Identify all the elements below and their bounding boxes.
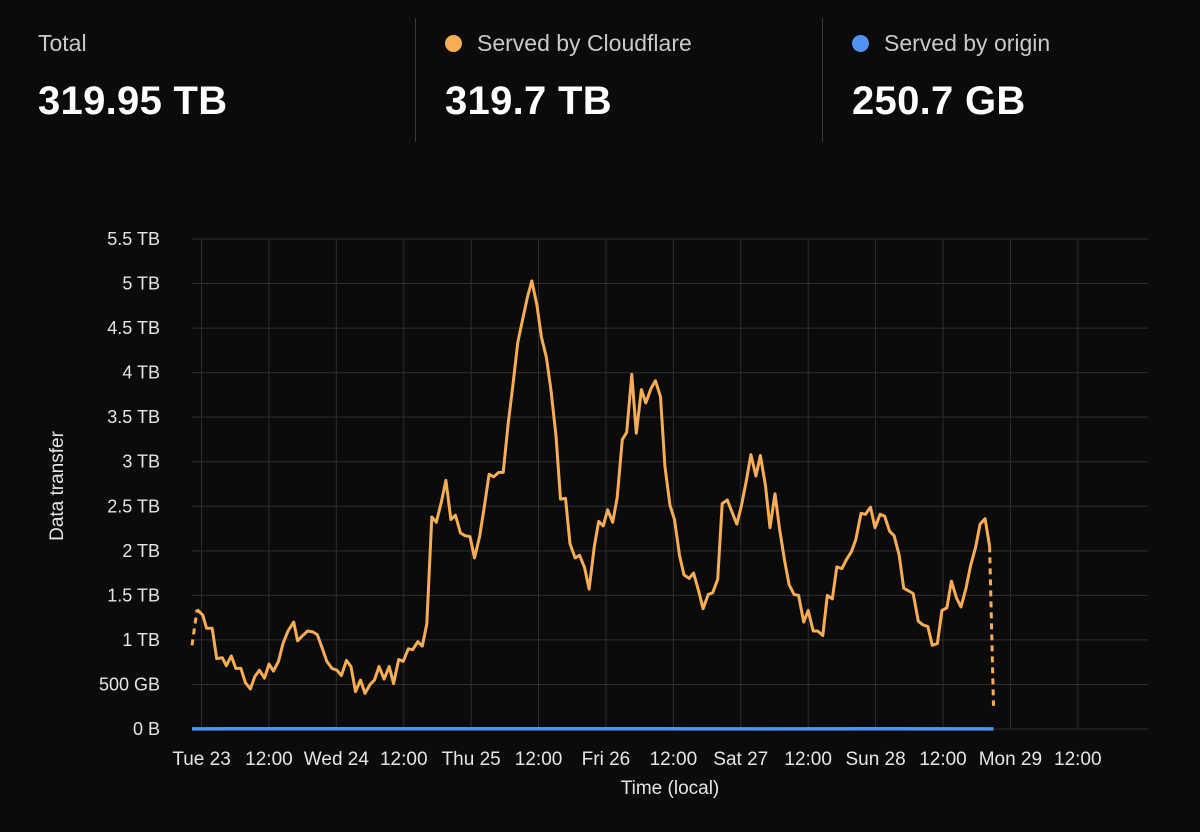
stat-origin-label: Served by origin <box>884 30 1051 56</box>
chart-series <box>190 279 995 731</box>
x-tick-label: 12:00 <box>380 749 428 770</box>
x-tick-label: 12:00 <box>784 749 832 770</box>
y-tick-label: 2 TB <box>122 541 160 561</box>
y-axis-label: Data transfer <box>47 430 68 540</box>
y-tick-label: 3 TB <box>122 452 160 472</box>
stat-total-label: Total <box>38 30 87 56</box>
y-tick-label: 2.5 TB <box>107 496 160 516</box>
cloudflare-series-line-partial-end <box>988 546 995 706</box>
summary-panel: Total 319.95 TB Served by Cloudflare 319… <box>0 0 1200 150</box>
x-tick-label: Wed 24 <box>304 749 370 770</box>
y-tick-label: 3.5 TB <box>107 407 160 427</box>
x-tick-label: Tue 23 <box>172 749 230 770</box>
chart-grid <box>192 238 1148 730</box>
y-tick-label: 4.5 TB <box>107 318 160 338</box>
y-tick-label: 0 B <box>133 719 160 739</box>
x-tick-label: 12:00 <box>245 749 293 770</box>
y-tick-label: 500 GB <box>99 674 160 694</box>
y-axis-ticks: 0 B 500 GB 1 TB 1.5 TB 2 TB 2.5 TB 3 TB 3.5 TB 4… <box>99 229 160 739</box>
x-tick-label: 12:00 <box>919 749 967 770</box>
x-tick-label: 12:00 <box>650 749 698 770</box>
stat-total-value: 319.95 TB <box>38 79 228 123</box>
y-tick-label: 1 TB <box>122 630 160 650</box>
y-tick-label: 5 TB <box>122 274 160 294</box>
x-tick-label: Sun 28 <box>845 749 905 770</box>
x-tick-label: 12:00 <box>515 749 563 770</box>
y-tick-label: 4 TB <box>122 363 160 383</box>
stat-total: Total 319.95 TB <box>38 30 227 124</box>
x-tick-label: Fri 26 <box>582 749 631 770</box>
y-tick-label: 1.5 TB <box>107 585 160 605</box>
stat-origin[interactable]: Served by origin 250.7 GB <box>852 30 1050 124</box>
origin-legend-dot-icon <box>852 35 869 52</box>
cloudflare-series-line[interactable] <box>196 279 992 695</box>
x-tick-label: Thu 25 <box>442 749 501 770</box>
stat-cloudflare[interactable]: Served by Cloudflare 319.7 TB <box>445 30 692 124</box>
stat-origin-value: 250.7 GB <box>852 79 1026 123</box>
stat-divider <box>415 18 416 142</box>
stat-divider <box>822 18 823 142</box>
cloudflare-legend-dot-icon <box>445 35 462 52</box>
x-tick-label: 12:00 <box>1054 749 1102 770</box>
x-tick-label: Sat 27 <box>713 749 768 770</box>
stat-cloudflare-label: Served by Cloudflare <box>477 30 692 56</box>
x-tick-label: Mon 29 <box>979 749 1042 770</box>
data-transfer-chart[interactable]: 0 B 500 GB 1 TB 1.5 TB 2 TB 2.5 TB 3 TB 3.5 TB 4… <box>0 150 1200 832</box>
x-axis-label: Time (local) <box>621 778 720 799</box>
y-tick-label: 5.5 TB <box>107 229 160 249</box>
stat-cloudflare-value: 319.7 TB <box>445 79 612 123</box>
x-axis-ticks: Tue 23 12:00 Wed 24 12:00 Thu 25 12:00 Fri 26 1… <box>172 749 1101 770</box>
